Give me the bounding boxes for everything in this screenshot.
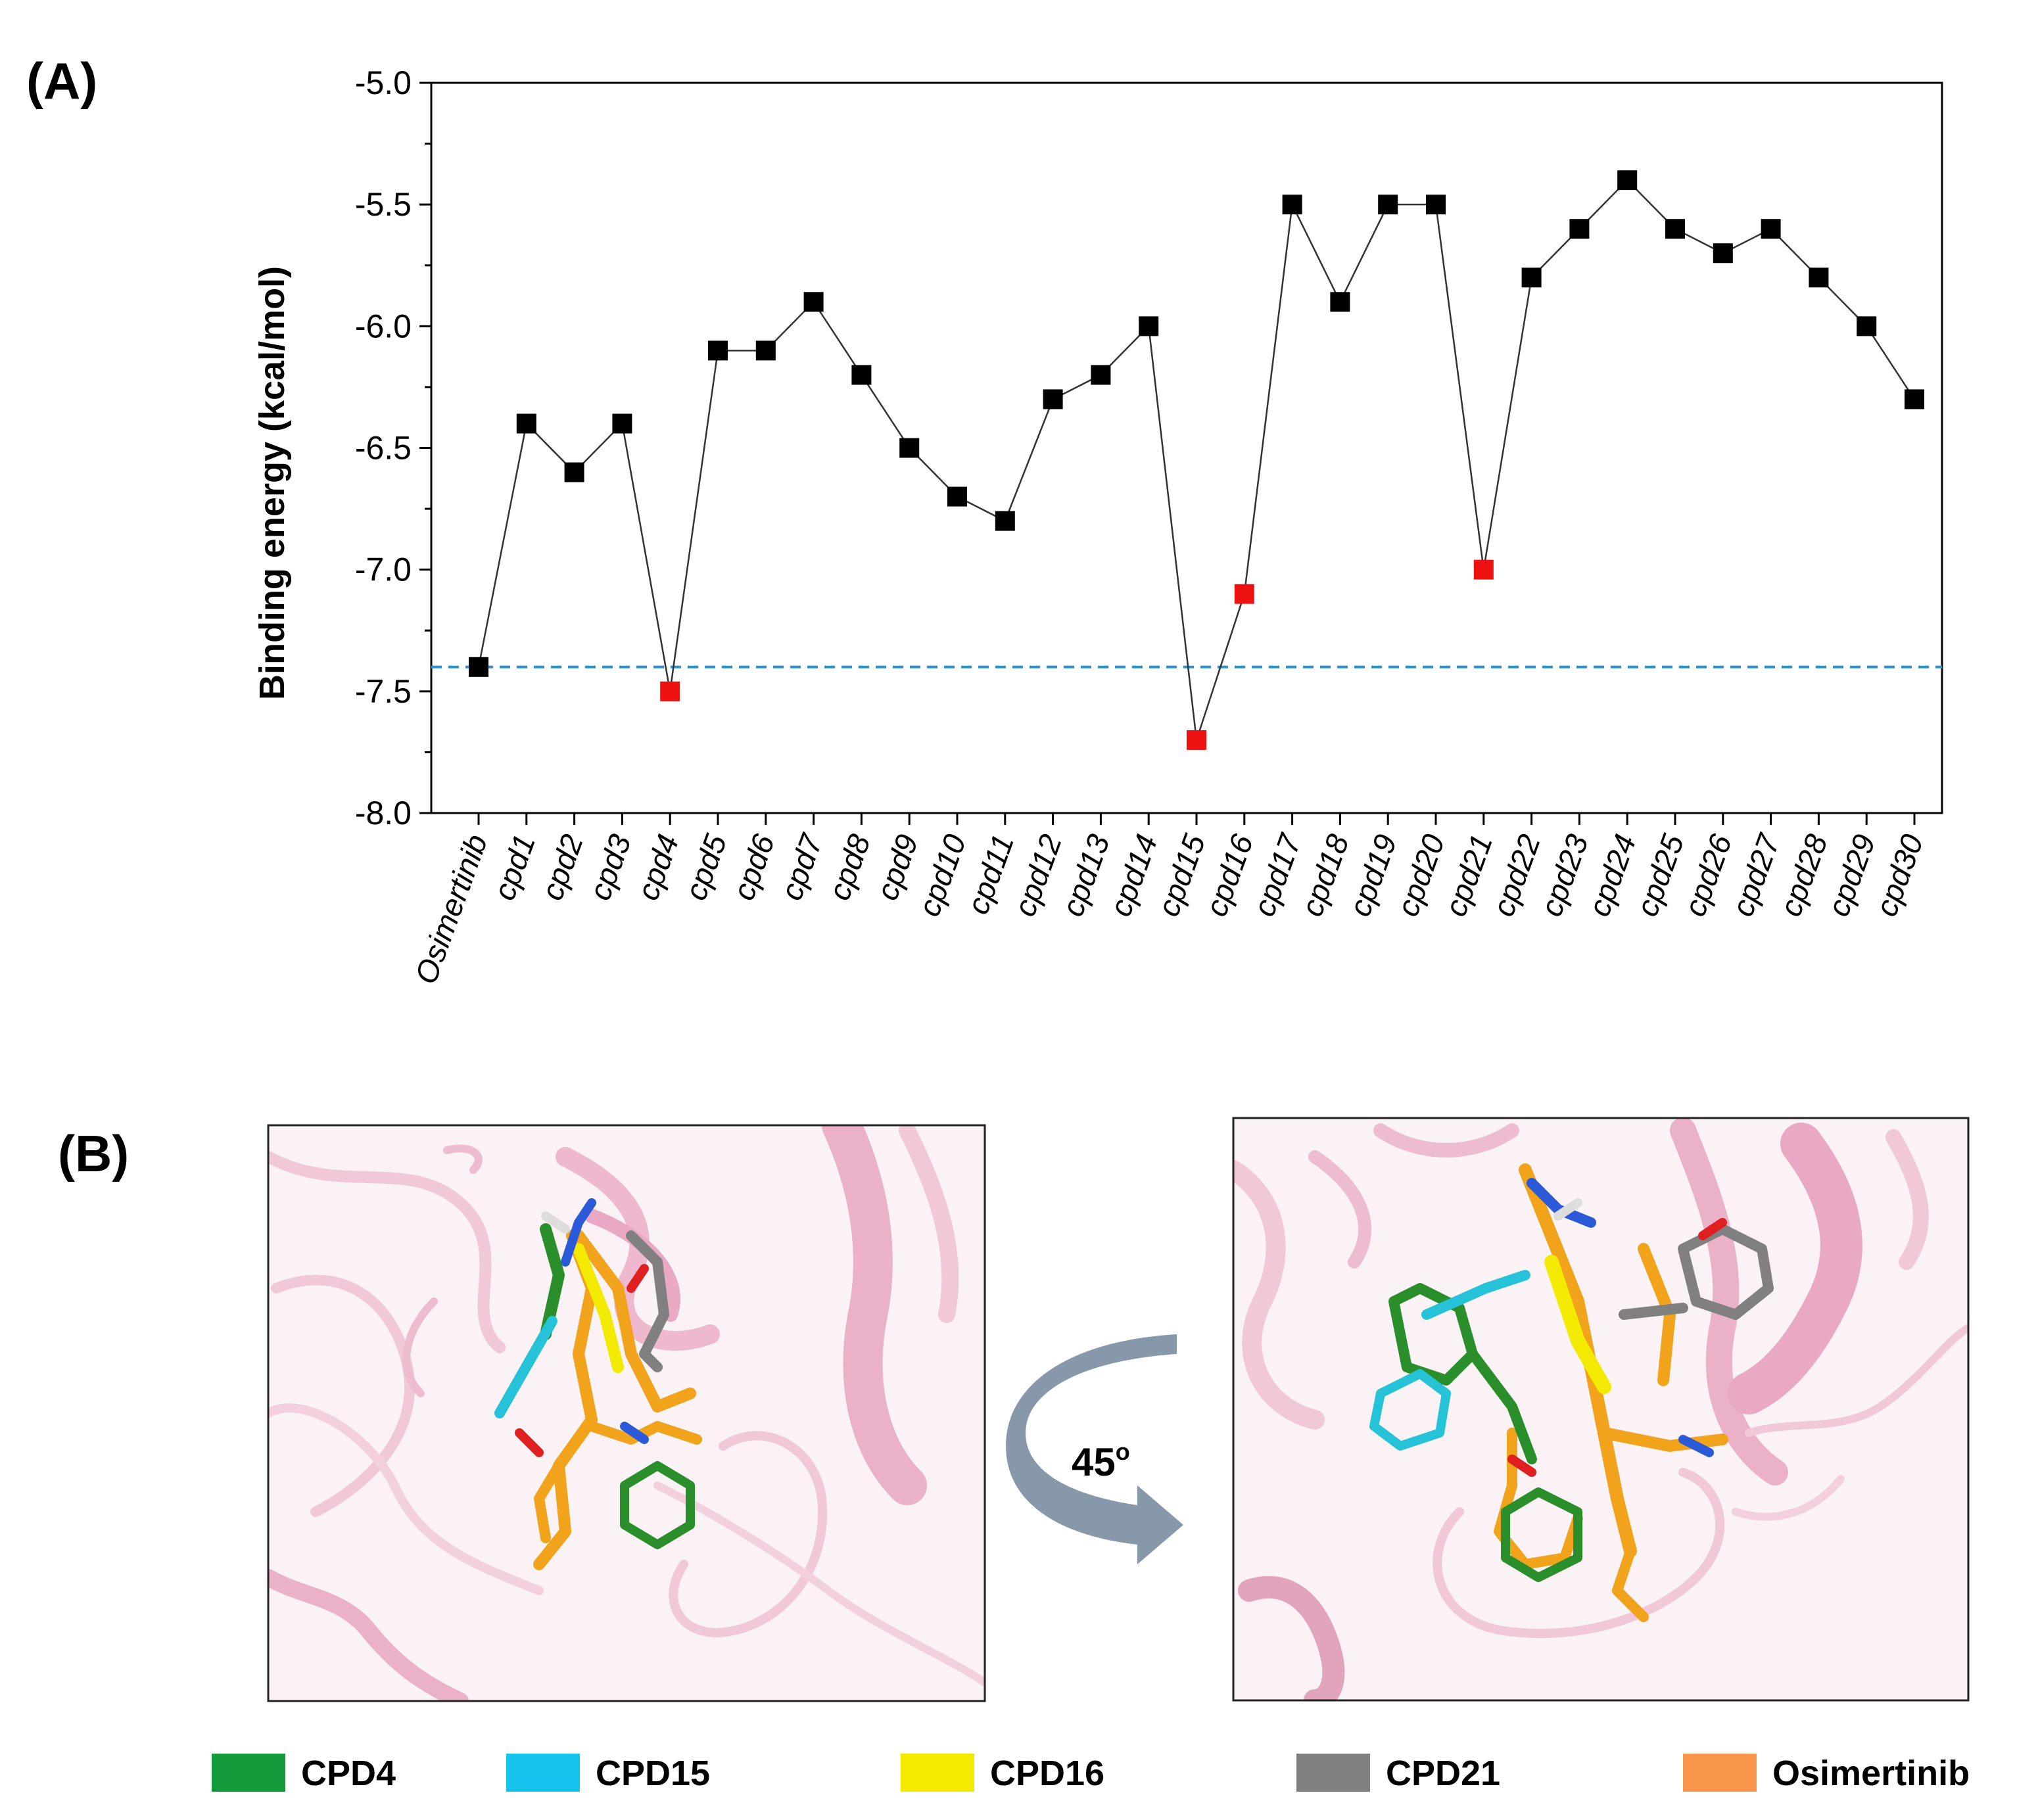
x-tick-label: cpd1: [486, 829, 542, 904]
data-point: [1282, 195, 1302, 215]
data-point: [947, 486, 967, 507]
legend-label: Osimertinib: [1772, 1754, 1970, 1793]
data-point: [612, 413, 632, 434]
y-tick-label: -7.0: [355, 551, 412, 588]
legend-swatch: [1683, 1754, 1757, 1792]
rotation-arrow-icon: [1006, 1334, 1183, 1564]
data-point: [1905, 389, 1924, 409]
data-point: [708, 340, 728, 361]
legend-swatch: [901, 1754, 974, 1792]
series-line: [477, 179, 1916, 741]
legend-swatch: [1296, 1754, 1370, 1792]
data-point: [1521, 268, 1542, 288]
data-point: [1617, 170, 1638, 191]
y-tick-label: -5.5: [355, 186, 412, 223]
data-point: [1426, 195, 1446, 215]
y-tick-label: -7.5: [355, 673, 412, 710]
data-point: [1713, 243, 1733, 264]
legend-swatch: [506, 1754, 580, 1792]
panel-a-label: (A): [26, 52, 97, 110]
data-point-highlighted: [1234, 584, 1254, 604]
panel-b-label: (B): [58, 1125, 129, 1182]
legend-swatch: [212, 1754, 285, 1792]
plot-area: -5.0 -5.5 -6.0 -6.5 -7.0 -7.5 -8.0 Osimertinib…: [355, 64, 1943, 989]
docking-view-left: [267, 1124, 986, 1702]
x-tick-label: cpd5: [678, 829, 734, 904]
y-tick-label: -6.0: [355, 308, 412, 344]
data-point: [1665, 219, 1685, 239]
data-point: [899, 438, 920, 458]
data-point-highlighted: [1187, 730, 1206, 750]
x-tick-label: cpd8: [821, 829, 877, 904]
data-point: [1809, 268, 1829, 288]
y-axis-label: Binding energy (kcal/mol): [252, 266, 292, 700]
data-point: [995, 511, 1015, 531]
legend-label: CPD4: [301, 1754, 396, 1793]
data-point: [1043, 389, 1063, 409]
data-point: [516, 413, 536, 434]
data-point: [755, 340, 776, 361]
x-tick-label: cpd4: [630, 829, 686, 904]
data-point-highlighted: [660, 681, 680, 701]
data-markers: [469, 170, 1924, 750]
docking-view-right: [1232, 1117, 1970, 1702]
rotation-label: 45o: [1072, 1438, 1130, 1484]
data-point: [1857, 316, 1877, 337]
data-point: [469, 657, 488, 677]
data-point: [1139, 316, 1159, 337]
data-point: [803, 292, 824, 312]
plot-frame: [430, 82, 1943, 814]
data-point-highlighted: [1473, 559, 1494, 580]
y-axis: -5.0 -5.5 -6.0 -6.5 -7.0 -7.5 -8.0: [355, 64, 431, 831]
x-tick-label: cpd2: [534, 829, 590, 904]
x-axis: Osimertinibcpd1cpd2cpd3cpd4cpd5cpd6cpd7c…: [408, 813, 1930, 989]
y-tick-label: -5.0: [355, 64, 412, 101]
legend-label: CPD16: [990, 1754, 1104, 1793]
y-tick-label: -6.5: [355, 430, 412, 467]
data-point: [1569, 219, 1590, 239]
legend: CPD4 CPD15 CPD16 CPD21 Osimertinib: [212, 1754, 1970, 1793]
data-point: [851, 365, 872, 385]
x-tick-label: cpd3: [582, 829, 638, 904]
x-tick-label: Osimertinib: [408, 829, 494, 988]
legend-label: CPD21: [1386, 1754, 1500, 1793]
y-tick-label: -8.0: [355, 795, 412, 831]
data-point: [1378, 195, 1398, 215]
legend-label: CPD15: [596, 1754, 710, 1793]
x-tick-label: cpd6: [726, 829, 782, 904]
data-point: [1761, 219, 1781, 239]
data-point: [564, 462, 584, 482]
data-point: [1091, 365, 1111, 385]
data-point: [1330, 292, 1350, 312]
